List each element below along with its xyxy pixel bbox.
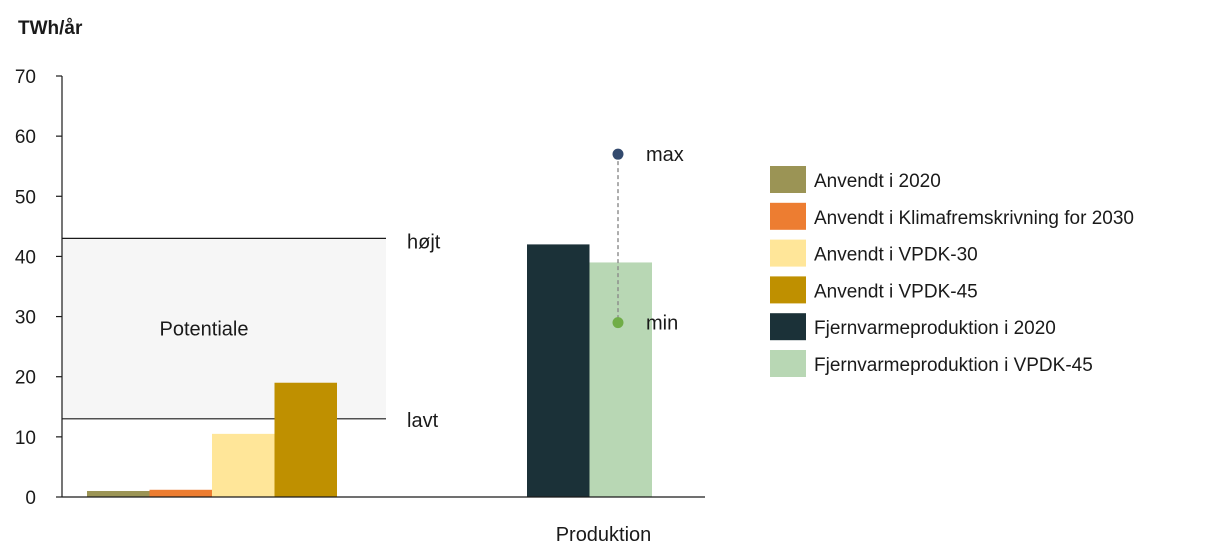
potential-low-label: lavt xyxy=(407,410,439,432)
y-tick-label: 40 xyxy=(15,247,36,268)
y-tick-label: 0 xyxy=(25,488,36,509)
y-tick-label: 20 xyxy=(15,368,36,389)
y-tick-label: 50 xyxy=(15,187,36,208)
legend-label: Anvendt i VPDK-30 xyxy=(814,245,978,266)
potential-high-label: højt xyxy=(407,231,441,253)
legend-swatch xyxy=(770,313,806,341)
bar-anvendt-i-vpdk-45 xyxy=(274,382,337,497)
y-axis-unit-label: TWh/år xyxy=(18,18,83,39)
legend-label: Anvendt i 2020 xyxy=(814,171,941,192)
legend-swatch xyxy=(770,350,806,377)
range-min-point xyxy=(612,317,624,329)
bar-anvendt-i-klimafremskrivning-for-2030 xyxy=(149,489,212,497)
bar-anvendt-i-vpdk-30 xyxy=(212,433,275,497)
legend-label: Anvendt i Klimafremskrivning for 2030 xyxy=(814,208,1134,229)
range-max-point xyxy=(612,148,624,160)
range-min-label: min xyxy=(646,313,678,335)
y-tick-label: 10 xyxy=(15,428,36,449)
bar-fjernvarmeproduktion-i-2020 xyxy=(527,244,590,497)
bar-fjernvarmeproduktion-i-vpdk-45 xyxy=(589,262,652,497)
legend-swatch xyxy=(770,276,806,304)
x-category-label: Produktion xyxy=(556,524,652,544)
y-tick-label: 30 xyxy=(15,308,36,329)
legend-label: Fjernvarmeproduktion i 2020 xyxy=(814,318,1056,339)
range-max-label: max xyxy=(646,144,684,166)
potential-band-label: Potentiale xyxy=(160,319,249,341)
bar-anvendt-i-2020 xyxy=(87,490,150,497)
legend-swatch xyxy=(770,202,806,230)
legend-label: Fjernvarmeproduktion i VPDK-45 xyxy=(814,355,1093,376)
legend-swatch xyxy=(770,166,806,193)
y-tick-label: 60 xyxy=(15,127,36,148)
y-tick-label: 70 xyxy=(15,67,36,88)
legend-swatch xyxy=(770,239,806,267)
legend-label: Anvendt i VPDK-45 xyxy=(814,281,978,302)
